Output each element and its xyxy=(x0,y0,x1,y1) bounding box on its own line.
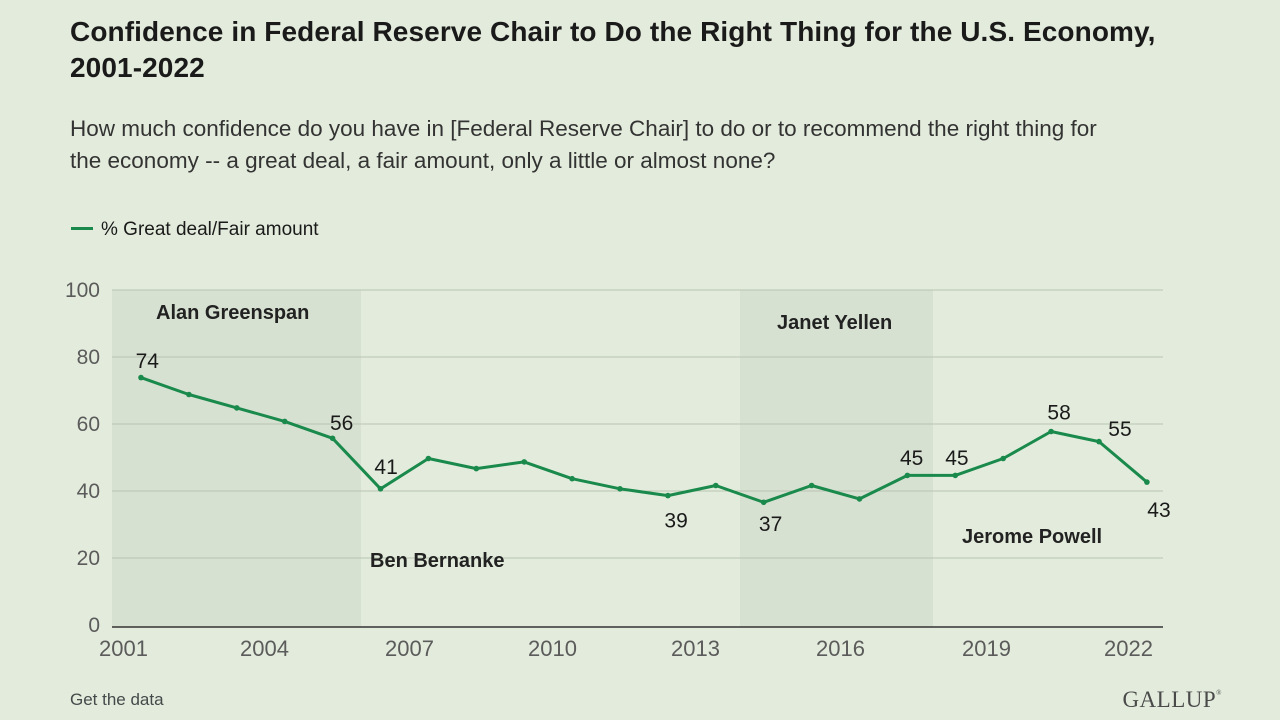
svg-text:74: 74 xyxy=(136,350,160,373)
svg-text:60: 60 xyxy=(77,413,100,436)
svg-text:100: 100 xyxy=(65,280,100,302)
svg-text:45: 45 xyxy=(900,447,923,470)
svg-text:2004: 2004 xyxy=(240,636,289,661)
svg-text:43: 43 xyxy=(1147,499,1170,522)
svg-text:2019: 2019 xyxy=(962,636,1011,661)
svg-text:39: 39 xyxy=(664,510,687,533)
svg-text:2007: 2007 xyxy=(385,636,434,661)
svg-text:Janet Yellen: Janet Yellen xyxy=(777,312,892,334)
svg-text:2010: 2010 xyxy=(528,636,577,661)
svg-text:40: 40 xyxy=(77,480,100,503)
svg-text:0: 0 xyxy=(88,614,100,637)
svg-text:55: 55 xyxy=(1108,418,1131,441)
svg-text:Jerome Powell: Jerome Powell xyxy=(962,526,1102,548)
svg-text:Alan Greenspan: Alan Greenspan xyxy=(156,302,309,324)
svg-text:2001: 2001 xyxy=(99,636,148,661)
svg-text:2022: 2022 xyxy=(1104,636,1153,661)
svg-text:41: 41 xyxy=(374,456,397,479)
svg-text:80: 80 xyxy=(77,346,100,369)
svg-text:20: 20 xyxy=(77,547,100,570)
svg-text:2016: 2016 xyxy=(816,636,865,661)
svg-text:37: 37 xyxy=(759,513,782,536)
svg-text:58: 58 xyxy=(1047,402,1070,425)
svg-text:45: 45 xyxy=(945,447,968,470)
svg-text:Ben Bernanke: Ben Bernanke xyxy=(370,550,505,572)
svg-text:2013: 2013 xyxy=(671,636,720,661)
svg-text:56: 56 xyxy=(330,412,353,435)
